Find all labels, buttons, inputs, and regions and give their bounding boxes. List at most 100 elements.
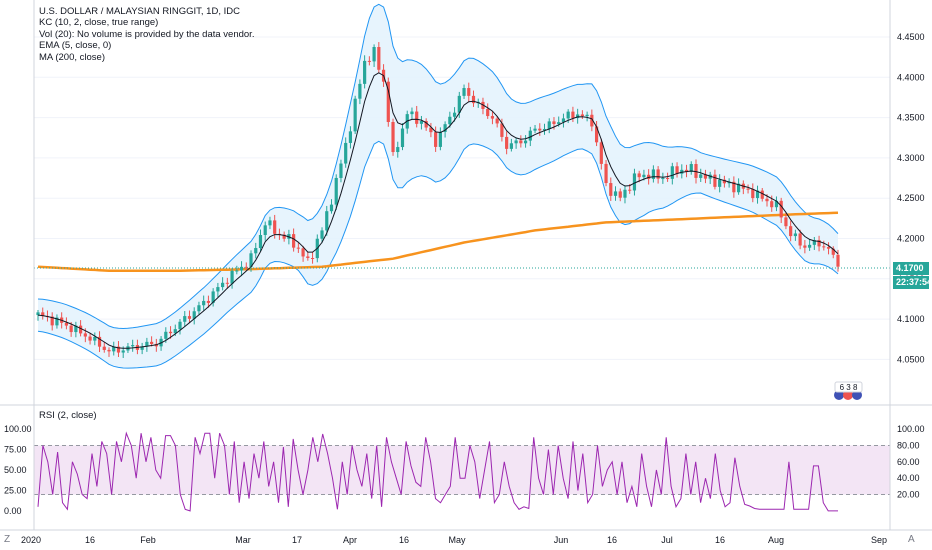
candle-body <box>97 336 102 347</box>
symbol-title[interactable]: U.S. DOLLAR / MALAYSIAN RINGGIT, 1D, IDC <box>39 6 240 17</box>
event-badge[interactable]: 6 3 8 <box>834 381 863 400</box>
chart-legend[interactable]: U.S. DOLLAR / MALAYSIAN RINGGIT, 1D, IDC… <box>39 6 254 63</box>
vol-indicator-label[interactable]: Vol (20): No volume is provided by the d… <box>39 28 255 40</box>
price-tick-label: 4.4000 <box>897 72 925 82</box>
ema-indicator-label[interactable]: EMA (5, close, 0) <box>39 40 112 52</box>
candle-body <box>50 316 54 326</box>
candle-body <box>36 312 40 316</box>
candle-body <box>448 116 452 125</box>
candle-body <box>396 147 400 153</box>
candle-body <box>457 95 461 113</box>
candle-body <box>689 164 693 172</box>
candle-body <box>225 282 229 284</box>
candle-body <box>713 174 717 187</box>
candle-body <box>415 111 419 124</box>
candle-body <box>694 164 698 178</box>
candle-body <box>822 246 826 248</box>
candle-body <box>609 183 613 196</box>
candle-body <box>386 81 390 122</box>
candle-body <box>836 254 840 267</box>
candle-body <box>637 173 641 178</box>
candle-body <box>774 200 779 208</box>
candle-body <box>221 282 225 288</box>
candle-body <box>760 190 764 199</box>
candle-body <box>391 121 395 153</box>
candle-body <box>102 346 106 350</box>
candle-body <box>140 346 144 350</box>
zoom-toggle[interactable]: Z <box>4 534 11 545</box>
candle-body <box>424 121 428 128</box>
candle-body <box>377 47 381 70</box>
candle-body <box>826 247 831 249</box>
candle-body <box>807 244 812 248</box>
candle-body <box>703 174 708 179</box>
kc-indicator-label[interactable]: KC (10, 2, close, true range) <box>39 17 159 29</box>
ma-indicator-label[interactable]: MA (200, close) <box>39 51 105 63</box>
candle-body <box>722 179 726 184</box>
candle-body <box>258 234 263 249</box>
candle-body <box>471 95 476 104</box>
ema-line <box>37 72 839 349</box>
rsi-right-tick-label: 20.00 <box>897 490 920 500</box>
candle-body <box>514 140 518 144</box>
candle-body <box>239 266 244 271</box>
candle-body <box>244 266 248 268</box>
candle-body <box>301 248 305 257</box>
candle-body <box>192 311 196 319</box>
candle-body <box>41 312 45 317</box>
candle-body <box>736 183 741 193</box>
price-axis[interactable]: 4.45004.40004.35004.30004.25004.20004.15… <box>897 32 925 364</box>
candle-body <box>83 333 87 337</box>
time-axis[interactable]: 2020 16 Feb Mar 17 Apr 16 May Jun 16 Jul 16 Aug Sep <box>21 535 887 545</box>
candle-body <box>178 321 182 330</box>
auto-scale-toggle[interactable]: A <box>908 534 915 545</box>
time-tick-label: 16 <box>607 535 617 545</box>
rsi-left-tick-label: 75.00 <box>4 445 27 455</box>
badge-box <box>834 381 863 393</box>
candle-body <box>509 143 513 149</box>
candle-body <box>310 258 315 260</box>
candle-body <box>429 127 433 133</box>
candle-body <box>434 132 438 147</box>
ma200-line <box>37 211 839 272</box>
candle-body <box>680 169 684 174</box>
price-tick-label: 4.3000 <box>897 153 925 163</box>
candle-body <box>145 341 149 347</box>
candle-body <box>718 179 722 187</box>
candle-body <box>121 350 125 353</box>
candle-body <box>495 118 499 124</box>
candle-body <box>325 211 329 231</box>
candle-body <box>500 123 504 137</box>
rsi-right-tick-label: 100.00 <box>897 424 925 434</box>
candle-body <box>789 226 793 237</box>
kc-fill <box>38 4 838 369</box>
price-tick-label: 4.0500 <box>897 354 925 364</box>
candle-body <box>618 191 622 198</box>
candle-body <box>523 140 528 144</box>
candle-body <box>344 142 348 164</box>
candle-body <box>628 189 632 191</box>
price-tick-label: 4.3500 <box>897 113 925 123</box>
candle-body <box>268 220 272 226</box>
candle-body <box>88 336 92 341</box>
rsi-axis[interactable]: 100.00 75.00 50.00 25.00 0.00 100.00 80.00 60.0… <box>4 424 925 516</box>
candle-body <box>784 217 788 227</box>
candle-body <box>599 142 603 164</box>
time-tick-label: 16 <box>399 535 409 545</box>
candle-body <box>576 114 580 119</box>
rsi-indicator-label[interactable]: RSI (2, close) <box>39 410 97 421</box>
time-tick-label: Apr <box>343 535 357 545</box>
candle-body <box>580 114 584 117</box>
candle-body <box>812 240 816 245</box>
price-tick-label: 4.2000 <box>897 234 925 244</box>
candle-body <box>367 60 371 62</box>
candle-body <box>746 188 750 190</box>
candle-body <box>353 98 357 132</box>
candle-body <box>755 190 760 199</box>
candle-body <box>831 248 835 255</box>
badge-text: 6 3 8 <box>840 383 858 392</box>
candle-body <box>727 181 731 184</box>
candle-body <box>490 116 495 119</box>
candle-body <box>235 270 239 272</box>
